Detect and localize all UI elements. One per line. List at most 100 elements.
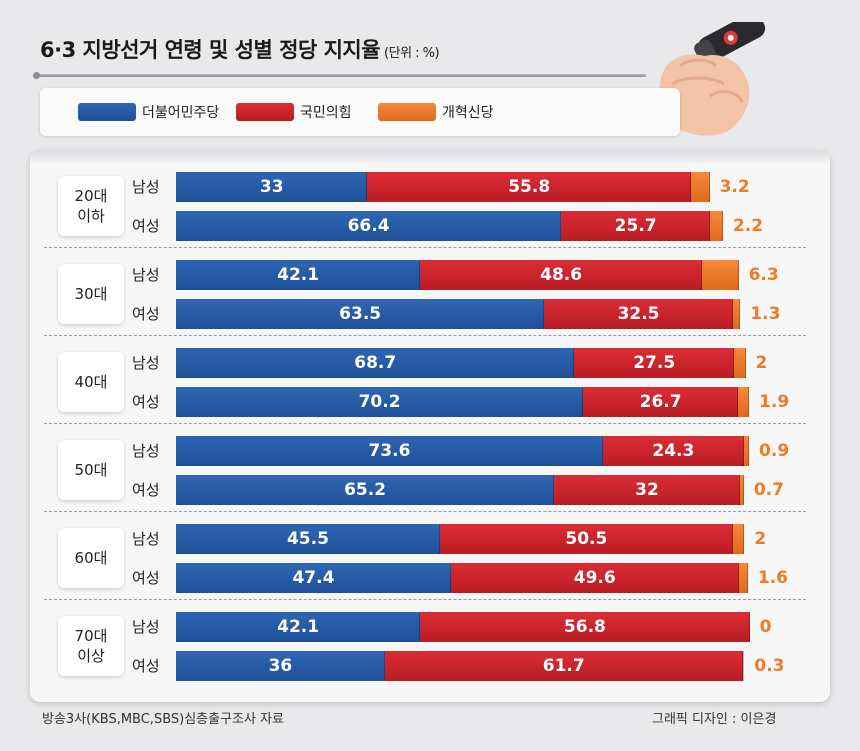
legend-item-democratic: 더불어민주당 xyxy=(78,102,219,122)
reform-segment xyxy=(733,348,746,378)
sex-label: 여성 xyxy=(132,481,160,499)
value-label: 68.7 xyxy=(354,353,397,373)
sex-label: 남성 xyxy=(132,442,160,460)
reform-value-label: 0.9 xyxy=(759,441,790,461)
value-label: 42.1 xyxy=(277,617,320,637)
sex-label: 여성 xyxy=(132,305,160,323)
ppp-segment xyxy=(367,172,692,202)
value-label: 42.1 xyxy=(277,265,320,285)
reform-segment xyxy=(691,172,710,202)
ppp-segment xyxy=(574,348,734,378)
value-label: 47.4 xyxy=(292,568,335,588)
democratic-segment xyxy=(176,475,555,505)
chart-panel xyxy=(30,150,830,702)
democratic-segment xyxy=(176,172,368,202)
reform-value-label: 2 xyxy=(755,353,768,373)
value-label: 56.8 xyxy=(563,617,606,637)
legend-swatch xyxy=(378,103,436,121)
design-credit: 그래픽 디자인 : 이은경 xyxy=(652,712,777,727)
reform-segment xyxy=(732,524,745,554)
ppp-segment xyxy=(439,524,733,554)
legend-label: 국민의힘 xyxy=(300,105,352,121)
democratic-segment xyxy=(176,612,421,642)
reform-value-label: 3.2 xyxy=(719,177,750,197)
age-group-label: 40대 xyxy=(58,352,124,412)
reform-value-label: 0.3 xyxy=(754,656,785,676)
value-label: 63.5 xyxy=(339,304,382,324)
ppp-segment xyxy=(561,211,711,241)
value-label: 24.3 xyxy=(652,441,695,461)
democratic-segment xyxy=(176,348,575,378)
value-label: 49.6 xyxy=(573,568,616,588)
reform-segment xyxy=(739,475,744,505)
reform-value-label: 6.3 xyxy=(748,265,779,285)
value-label: 55.8 xyxy=(508,177,551,197)
title-rule xyxy=(33,72,646,79)
ppp-segment xyxy=(602,436,744,466)
ppp-segment xyxy=(420,260,703,290)
legend-swatch xyxy=(78,103,136,121)
group-separator xyxy=(44,247,806,248)
reform-segment xyxy=(738,563,748,593)
value-label: 61.7 xyxy=(542,656,585,676)
age-group-label: 50대 xyxy=(58,440,124,500)
legend-label: 더불어민주당 xyxy=(142,105,220,121)
source-note: 방송3사(KBS,MBC,SBS)심층출구조사 자료 xyxy=(42,712,285,727)
sex-label: 여성 xyxy=(132,217,160,235)
chart-title: 6·3 지방선거 연령 및 성별 정당 지지율 (단위 : %) xyxy=(40,38,440,62)
legend-item-reform: 개혁신당 xyxy=(378,102,494,122)
value-label: 45.5 xyxy=(286,529,329,549)
value-label: 36 xyxy=(268,656,293,676)
sex-label: 남성 xyxy=(132,618,160,636)
ppp-segment xyxy=(384,651,743,681)
legend-item-ppp: 국민의힘 xyxy=(236,102,352,122)
value-label: 65.2 xyxy=(344,480,387,500)
value-label: 66.4 xyxy=(347,216,390,236)
legend: 더불어민주당 국민의힘 개혁신당 xyxy=(40,88,680,136)
value-label: 27.5 xyxy=(633,353,676,373)
reform-value-label: 1.6 xyxy=(757,568,788,588)
sex-label: 여성 xyxy=(132,393,160,411)
age-group-label: 30대 xyxy=(58,264,124,324)
reform-segment xyxy=(710,211,723,241)
sex-label: 남성 xyxy=(132,178,160,196)
reform-segment xyxy=(732,299,741,329)
sex-label: 남성 xyxy=(132,266,160,284)
democratic-segment xyxy=(176,299,545,329)
democratic-segment xyxy=(176,563,451,593)
sex-label: 남성 xyxy=(132,354,160,372)
group-separator xyxy=(44,335,806,336)
sex-label: 여성 xyxy=(132,569,160,587)
value-label: 32 xyxy=(635,480,659,500)
age-group-label: 70대 이상 xyxy=(58,616,124,676)
value-label: 73.6 xyxy=(368,441,411,461)
legend-swatch xyxy=(236,103,294,121)
sex-label: 남성 xyxy=(132,530,160,548)
value-label: 70.2 xyxy=(358,392,401,412)
reform-value-label: 0.7 xyxy=(753,480,784,500)
democratic-segment xyxy=(176,524,440,554)
sex-label: 여성 xyxy=(132,657,160,675)
reform-value-label: 1.3 xyxy=(750,304,781,324)
value-label: 32.5 xyxy=(617,304,660,324)
value-label: 48.6 xyxy=(540,265,583,285)
ppp-segment xyxy=(583,387,739,417)
ppp-segment xyxy=(450,563,739,593)
democratic-segment xyxy=(176,211,562,241)
value-label: 26.7 xyxy=(639,392,682,412)
ppp-segment xyxy=(554,475,740,505)
age-group-label: 20대 이하 xyxy=(58,176,124,236)
hand-holding-marker-icon xyxy=(659,22,766,136)
value-label: 25.7 xyxy=(614,216,657,236)
reform-value-label: 2 xyxy=(754,529,767,549)
group-separator xyxy=(44,599,806,600)
reform-segment xyxy=(702,260,739,290)
reform-segment xyxy=(742,651,745,681)
democratic-segment xyxy=(176,436,603,466)
democratic-segment xyxy=(176,387,584,417)
reform-segment xyxy=(738,387,750,417)
unit-label: (단위 : %) xyxy=(384,46,440,61)
reform-value-label: 1.9 xyxy=(759,392,790,412)
group-separator xyxy=(44,511,806,512)
ppp-segment xyxy=(544,299,733,329)
